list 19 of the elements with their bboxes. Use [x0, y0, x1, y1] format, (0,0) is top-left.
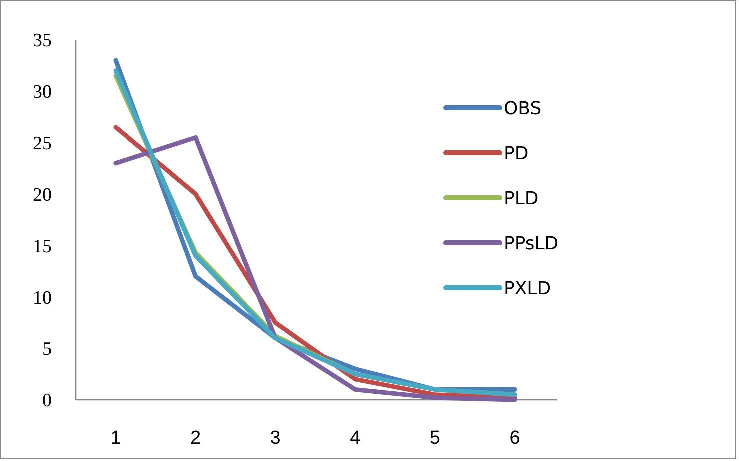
y-tick-label: 5 [42, 339, 52, 360]
legend-label: PXLD [504, 278, 552, 300]
y-tick-label: 15 [33, 236, 52, 258]
legend-label: PPsLD [504, 233, 559, 254]
x-tick-label: 6 [510, 428, 520, 449]
y-tick-label: 10 [33, 288, 52, 309]
x-tick-label: 3 [270, 428, 281, 449]
legend-label: PD [504, 143, 529, 164]
y-tick-label: 25 [33, 134, 52, 155]
x-tick-label: 5 [430, 428, 440, 449]
y-tick-label: 0 [42, 390, 52, 412]
x-tick-label: 1 [110, 428, 122, 449]
y-tick-label: 20 [33, 184, 52, 206]
y-tick-label: 30 [33, 82, 52, 104]
legend-label: PLD [504, 188, 539, 210]
x-tick-label: 4 [350, 428, 362, 449]
x-tick-label: 2 [190, 428, 202, 449]
y-tick-label: 35 [33, 30, 52, 52]
legend-label: OBS [504, 98, 542, 120]
